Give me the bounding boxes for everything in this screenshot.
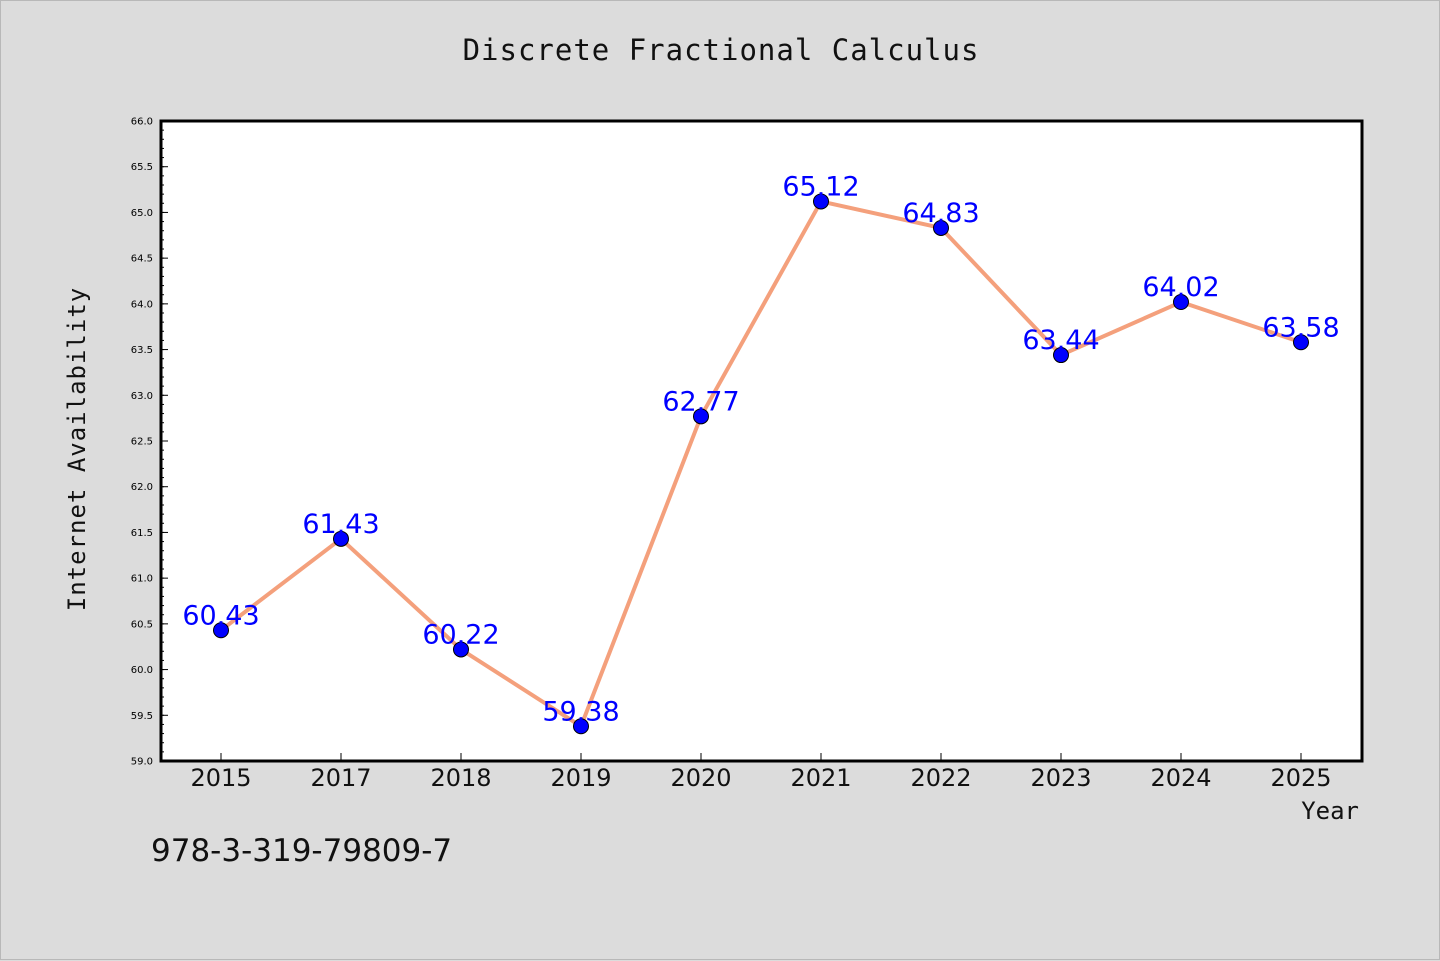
x-tick-label: 2024 [1150, 764, 1211, 792]
data-label: 61.43 [302, 509, 379, 540]
y-tick-label: 61.0 [131, 574, 153, 585]
y-axis-label: Internet Availability [63, 286, 91, 612]
x-tick-label: 2020 [670, 764, 731, 792]
x-tick-label: 2019 [550, 764, 611, 792]
y-tick-label: 60.5 [131, 619, 153, 630]
y-tick-label: 63.5 [131, 345, 153, 356]
isbn-text: 978-3-319-79809-7 [151, 833, 453, 869]
data-point [693, 408, 709, 425]
x-tick-label: 2015 [190, 764, 251, 792]
chart-title: Discrete Fractional Calculus [462, 33, 980, 67]
series-line [219, 199, 1302, 729]
x-axis-label: Year [1301, 797, 1359, 825]
y-tick-label: 60.0 [131, 665, 153, 676]
data-point [933, 219, 949, 236]
x-tick-label: 2021 [790, 764, 851, 792]
plot-frame [159, 119, 1364, 763]
data-label: 64.83 [902, 198, 979, 229]
data-label: 60.43 [182, 600, 259, 631]
x-tick-label: 2022 [910, 764, 971, 792]
y-tick-label: 62.0 [131, 482, 153, 493]
data-label: 63.44 [1022, 325, 1099, 356]
data-point [813, 193, 829, 210]
data-label: 65.12 [782, 171, 859, 202]
plot-background [161, 121, 1362, 761]
y-tick-label: 61.5 [131, 528, 153, 539]
y-tick-label: 65.5 [131, 162, 153, 173]
data-point [1293, 334, 1309, 351]
y-tick-label: 59.5 [131, 711, 153, 722]
data-label: 63.58 [1262, 312, 1339, 343]
x-tick-label: 2025 [1270, 764, 1331, 792]
y-tick-label: 62.5 [131, 437, 153, 448]
data-point [1173, 294, 1189, 311]
y-tick-label: 66.0 [131, 117, 153, 128]
x-tick-label: 2017 [310, 764, 371, 792]
y-tick-label: 64.5 [131, 254, 153, 265]
data-point [573, 718, 589, 735]
data-point [453, 641, 469, 658]
data-point [333, 530, 349, 547]
data-label: 60.22 [422, 619, 499, 650]
y-tick-label: 64.0 [131, 299, 153, 310]
data-point [1053, 347, 1069, 364]
y-tick-label: 59.0 [131, 757, 153, 768]
y-tick-label: 63.0 [131, 391, 153, 402]
data-label: 62.77 [662, 386, 739, 417]
data-point [213, 622, 229, 639]
x-tick-label: 2018 [430, 764, 491, 792]
data-label: 64.02 [1142, 272, 1219, 303]
x-tick-label: 2023 [1030, 764, 1091, 792]
data-label: 59.38 [542, 696, 619, 727]
y-tick-label: 65.0 [131, 208, 153, 219]
